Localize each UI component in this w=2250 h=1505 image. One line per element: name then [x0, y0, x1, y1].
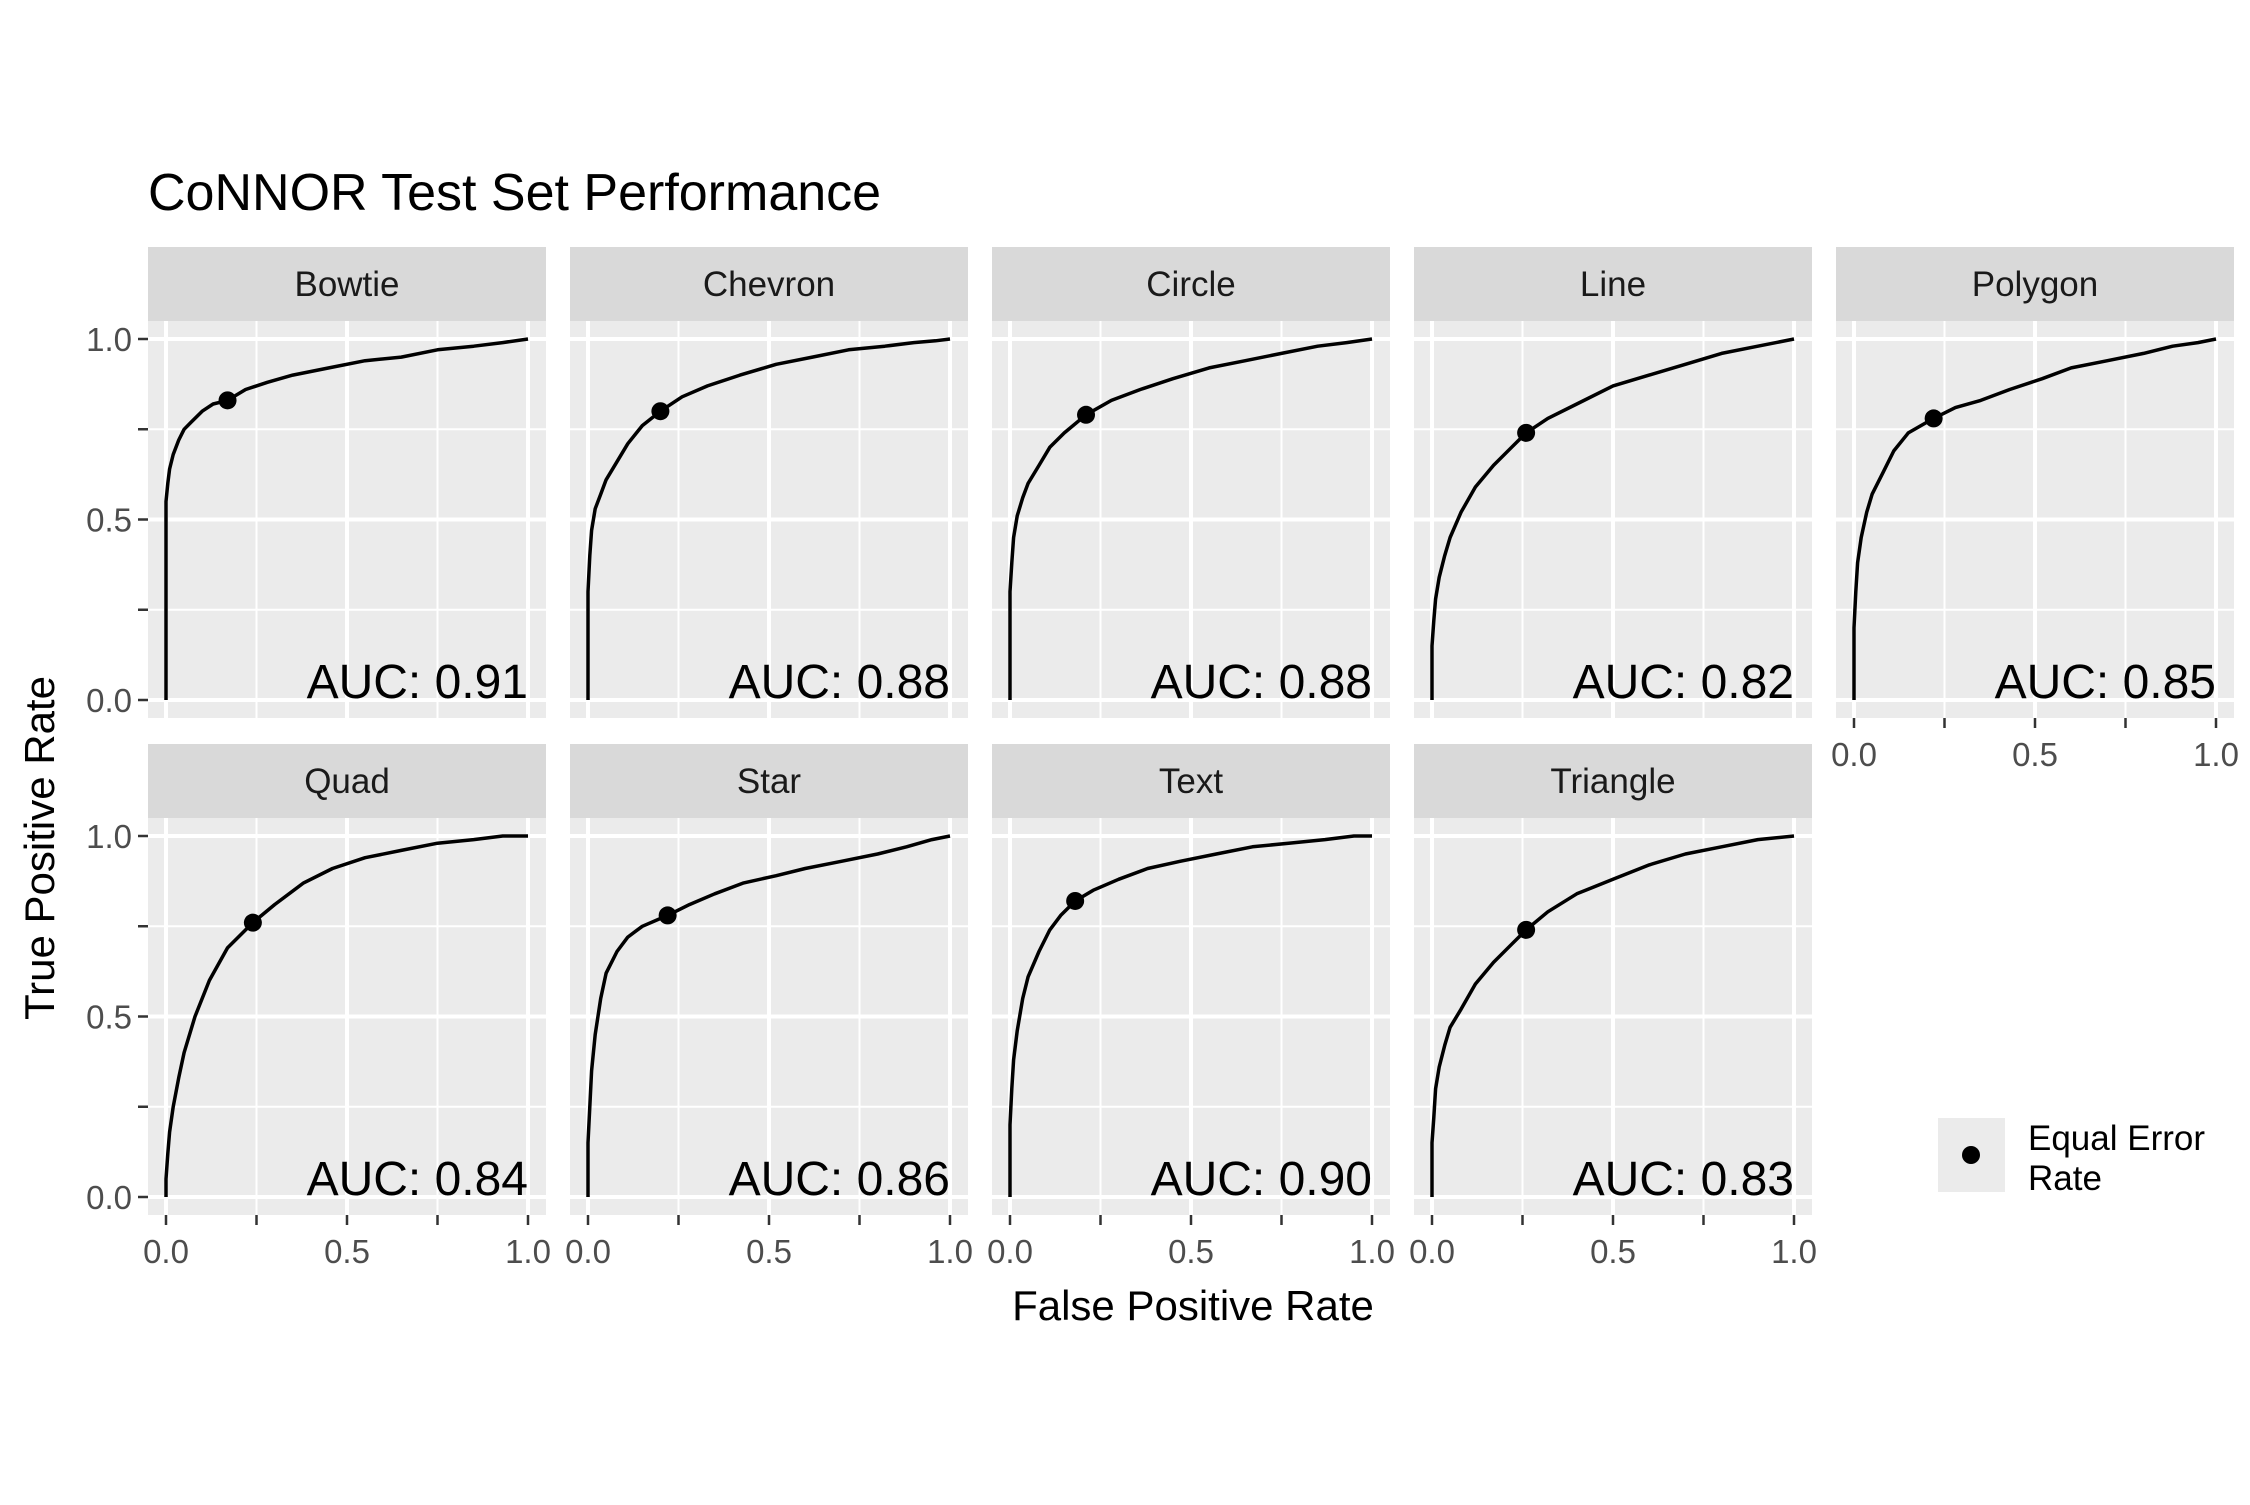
x-tick-label: 0.5 [1168, 1233, 1214, 1270]
y-tick-label: 0.0 [86, 682, 132, 719]
x-tick-label: 0.5 [1590, 1233, 1636, 1270]
y-tick-label: 0.5 [86, 999, 132, 1036]
x-tick-label: 0.5 [746, 1233, 792, 1270]
panel-bowtie: Bowtie AUC: 0.91 0.0 0.5 1.0 [86, 247, 546, 719]
facet-strip-label: Line [1580, 265, 1646, 304]
legend-label-line-1: Equal Error [2028, 1119, 2205, 1158]
roc-curve-line [164, 834, 528, 1197]
facet-strip [1414, 744, 1812, 818]
facet-strip-label: Polygon [1972, 265, 2098, 304]
panel-text: Text AUC: 0.90 0.0 0.5 1.0 [987, 744, 1395, 1270]
auc-annotation: AUC: 0.86 [729, 1153, 950, 1206]
facet-strip-label: Star [737, 762, 802, 801]
facet-strip [570, 247, 968, 321]
auc-annotation: AUC: 0.88 [1151, 656, 1372, 709]
roc-curve-line [1430, 337, 1795, 700]
legend-key-point [1962, 1146, 1980, 1164]
chart-title: CoNNOR Test Set Performance [148, 164, 881, 222]
auc-annotation: AUC: 0.90 [1151, 1153, 1372, 1206]
facet-strip-label: Quad [304, 762, 390, 801]
x-axis-title: False Positive Rate [1012, 1282, 1374, 1329]
facet-strip [1414, 247, 1812, 321]
facet-strip [148, 744, 546, 818]
y-tick-label: 0.5 [86, 502, 132, 539]
facet-panels: Bowtie AUC: 0.91 0.0 0.5 1.0 Chevron AUC: 0.88… [86, 247, 2239, 1270]
panel-polygon: Polygon AUC: 0.85 0.0 0.5 1.0 [1831, 247, 2239, 773]
equal-error-rate-point [218, 391, 237, 410]
facet-strip-label: Text [1159, 762, 1223, 801]
y-axis-title: True Positive Rate [16, 676, 63, 1020]
equal-error-rate-point [1517, 920, 1536, 939]
x-tick-label: 0.0 [565, 1233, 611, 1270]
facet-strip-label: Circle [1146, 265, 1235, 304]
panel-quad: Quad AUC: 0.84 0.0 0.5 1.0 0.0 0.5 1.0 [86, 744, 551, 1270]
facet-strip [992, 744, 1390, 818]
equal-error-rate-point [243, 913, 262, 932]
equal-error-rate-point [651, 402, 670, 421]
auc-annotation: AUC: 0.85 [1995, 656, 2216, 709]
x-tick-label: 0.0 [1409, 1233, 1455, 1270]
auc-annotation: AUC: 0.91 [307, 656, 528, 709]
x-tick-label: 0.5 [2012, 736, 2058, 773]
equal-error-rate-point [1066, 891, 1085, 910]
x-tick-label: 1.0 [1349, 1233, 1395, 1270]
equal-error-rate-point [658, 906, 677, 925]
facet-strip [148, 247, 546, 321]
x-tick-label: 1.0 [2193, 736, 2239, 773]
panel-line: Line AUC: 0.82 [1414, 247, 1812, 718]
equal-error-rate-point [1924, 409, 1943, 428]
auc-annotation: AUC: 0.82 [1573, 656, 1794, 709]
x-tick-label: 0.0 [1831, 736, 1877, 773]
x-tick-label: 0.5 [324, 1233, 370, 1270]
auc-annotation: AUC: 0.88 [729, 656, 950, 709]
x-tick-label: 0.0 [987, 1233, 1033, 1270]
y-tick-label: 1.0 [86, 321, 132, 358]
panel-triangle: Triangle AUC: 0.83 0.0 0.5 1.0 [1409, 744, 1817, 1270]
facet-strip-label: Chevron [703, 265, 835, 304]
equal-error-rate-point [1077, 405, 1096, 424]
y-tick-label: 1.0 [86, 818, 132, 855]
x-tick-label: 0.0 [143, 1233, 189, 1270]
facet-strip-label: Bowtie [294, 265, 399, 304]
y-tick-label: 0.0 [86, 1179, 132, 1216]
x-tick-label: 1.0 [1771, 1233, 1817, 1270]
facet-strip [992, 247, 1390, 321]
equal-error-rate-point [1517, 423, 1536, 442]
roc-curve-line [1008, 337, 1373, 700]
panel-star: Star AUC: 0.86 0.0 0.5 1.0 [565, 744, 973, 1270]
panel-chevron: Chevron AUC: 0.88 [570, 247, 968, 718]
auc-annotation: AUC: 0.83 [1573, 1153, 1794, 1206]
legend-label-line-2: Rate [2028, 1159, 2102, 1198]
facet-strip [570, 744, 968, 818]
panel-circle: Circle AUC: 0.88 [992, 247, 1390, 718]
facet-strip [1836, 247, 2234, 321]
legend: Equal Error Rate [1938, 1118, 2205, 1198]
facet-strip-label: Triangle [1550, 762, 1675, 801]
auc-annotation: AUC: 0.84 [307, 1153, 528, 1206]
roc-curve-line [1430, 834, 1795, 1197]
x-tick-label: 1.0 [505, 1233, 551, 1270]
x-tick-label: 1.0 [927, 1233, 973, 1270]
